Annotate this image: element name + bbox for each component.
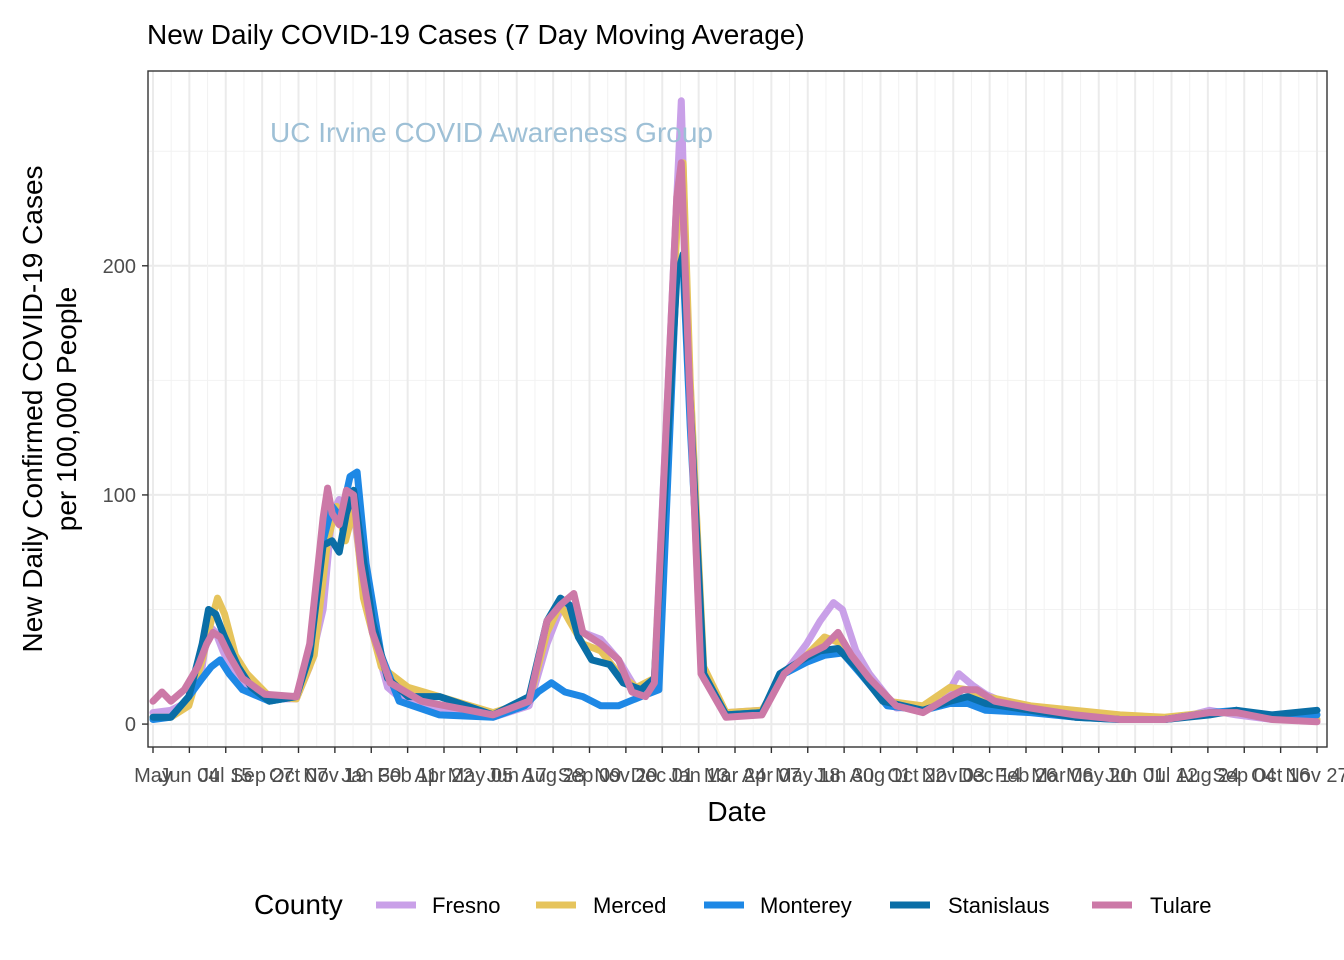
x-tick-label: Feb 26 xyxy=(995,765,1057,787)
legend-label-fresno: Fresno xyxy=(432,893,500,918)
x-tick-label: Dec 01 xyxy=(631,765,694,787)
x-tick-label: May 20 xyxy=(1066,765,1132,787)
x-tick-label: Jun 04 xyxy=(159,765,219,787)
x-tick-label: Oct 16 xyxy=(1251,765,1310,787)
y-tick-label: 200 xyxy=(103,256,136,278)
x-tick-label: Sep 27 xyxy=(230,765,293,787)
x-tick-label: May 05 xyxy=(448,765,514,787)
watermark-annotation: UC Irvine COVID Awareness Group xyxy=(270,117,713,148)
y-tick-label: 100 xyxy=(103,485,136,507)
x-tick-label: Aug 28 xyxy=(521,765,584,787)
legend-label-monterey: Monterey xyxy=(760,893,852,918)
y-tick-label: 0 xyxy=(125,714,136,736)
legend-title: County xyxy=(254,889,343,920)
x-tick-label: Mar 06 xyxy=(1031,765,1093,787)
y-axis-title-line2: per 100,000 People xyxy=(51,287,82,531)
x-tick-label: Apr 22 xyxy=(415,765,474,787)
x-tick-label: Jan 13 xyxy=(669,765,729,787)
x-tick-label: Jul 15 xyxy=(199,765,252,787)
x-tick-label: Sep 09 xyxy=(558,765,621,787)
x-tick-label: Oct 22 xyxy=(887,765,946,787)
plot-panel: UC Irvine COVID Awareness Group xyxy=(147,70,1328,748)
legend-label-tulare: Tulare xyxy=(1150,893,1212,918)
x-tick-label: Aug 24 xyxy=(1176,765,1239,787)
x-tick-label: Nov 20 xyxy=(594,765,657,787)
y-axis-title: New Daily Confirmed COVID-19 Cases per 1… xyxy=(17,165,82,652)
x-tick-label: Mar 24 xyxy=(704,765,766,787)
x-tick-label: Jul 12 xyxy=(1145,765,1198,787)
series-line-stanislaus xyxy=(149,250,1321,723)
panel-border xyxy=(147,70,1328,748)
chart-title: New Daily COVID-19 Cases (7 Day Moving A… xyxy=(147,19,805,50)
x-tick-label: Nov 27 xyxy=(1285,765,1344,787)
x-axis-title: Date xyxy=(707,796,766,827)
x-tick-label: Jun 17 xyxy=(487,765,547,787)
x-tick-label: Oct 07 xyxy=(269,765,328,787)
x-tick-label: Jun 01 xyxy=(1105,765,1165,787)
legend-label-stanislaus: Stanislaus xyxy=(948,893,1050,918)
x-tick-label: Jan 30 xyxy=(341,765,401,787)
legend-label-merced: Merced xyxy=(593,893,666,918)
y-axis-title-line1: New Daily Confirmed COVID-19 Cases xyxy=(17,165,48,652)
x-tick-label: May 18 xyxy=(775,765,841,787)
panel-background xyxy=(148,71,1327,747)
x-tick-label: May xyxy=(134,765,172,787)
x-tick-label: Apr 07 xyxy=(742,765,801,787)
gridlines xyxy=(148,71,1327,747)
x-tick-label: Jun 30 xyxy=(814,765,874,787)
x-tick-label: Dec 14 xyxy=(958,765,1021,787)
x-tick-label: Feb 11 xyxy=(377,765,438,787)
series-line-tulare xyxy=(149,159,1321,726)
y-axis: 0 100 200 xyxy=(103,256,148,736)
x-tick-label: Sep 04 xyxy=(1213,765,1276,787)
legend: County Fresno Merced Monterey Stanislaus Tul… xyxy=(254,889,1212,920)
x-tick-label: Nov 19 xyxy=(303,765,366,787)
x-tick-label: Aug 11 xyxy=(850,765,912,787)
x-tick-label: Nov 03 xyxy=(922,765,985,787)
series-lines xyxy=(149,97,1321,726)
